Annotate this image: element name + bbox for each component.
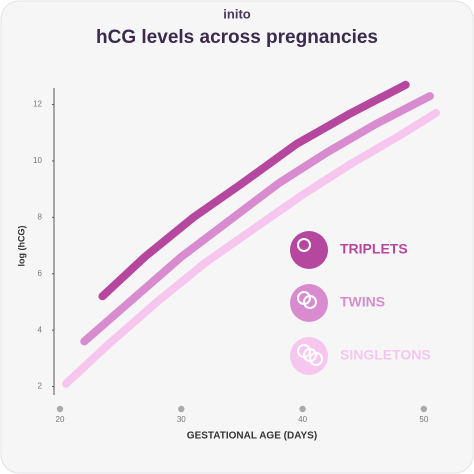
chart-title: hCG levels across pregnancies: [96, 27, 378, 48]
legend-item: TRIPLETS: [290, 231, 408, 269]
x-tick-label: 30: [177, 415, 186, 424]
y-tick-label: 4: [38, 325, 43, 334]
legend-icon: [290, 231, 328, 269]
y-tick-label: 2: [38, 382, 43, 391]
x-tick-dot: [420, 405, 428, 413]
x-tick-dot: [178, 405, 185, 413]
y-tick-label: 6: [38, 269, 43, 278]
y-axis-label: log (hCG): [16, 226, 26, 267]
x-tick-dot: [56, 405, 64, 413]
logo: inito: [223, 6, 250, 21]
legend-label: TRIPLETS: [340, 241, 408, 257]
legend-item: TWINS: [290, 284, 385, 322]
series-line: [62, 109, 440, 388]
x-tick-label: 20: [56, 415, 65, 424]
x-tick-label: 40: [298, 415, 307, 424]
x-axis-label: GESTATIONAL AGE (DAYS): [187, 431, 317, 442]
legend-label: SINGLETONS: [340, 347, 431, 363]
y-tick-label: 10: [33, 156, 42, 165]
legend-item: SINGLETONS: [290, 337, 431, 375]
legend-label: TWINS: [340, 294, 385, 310]
legend-icon: [290, 284, 328, 322]
legend-icon-figure: [297, 238, 311, 252]
legend-icon-figure: [303, 295, 317, 309]
series-line: [98, 80, 410, 301]
series-line: [80, 92, 434, 346]
x-tick-dot: [299, 405, 306, 413]
legend-icon-figure: [309, 352, 323, 366]
y-tick-label: 12: [33, 100, 42, 109]
x-tick-label: 50: [419, 415, 428, 424]
y-tick-label: 8: [38, 212, 43, 221]
